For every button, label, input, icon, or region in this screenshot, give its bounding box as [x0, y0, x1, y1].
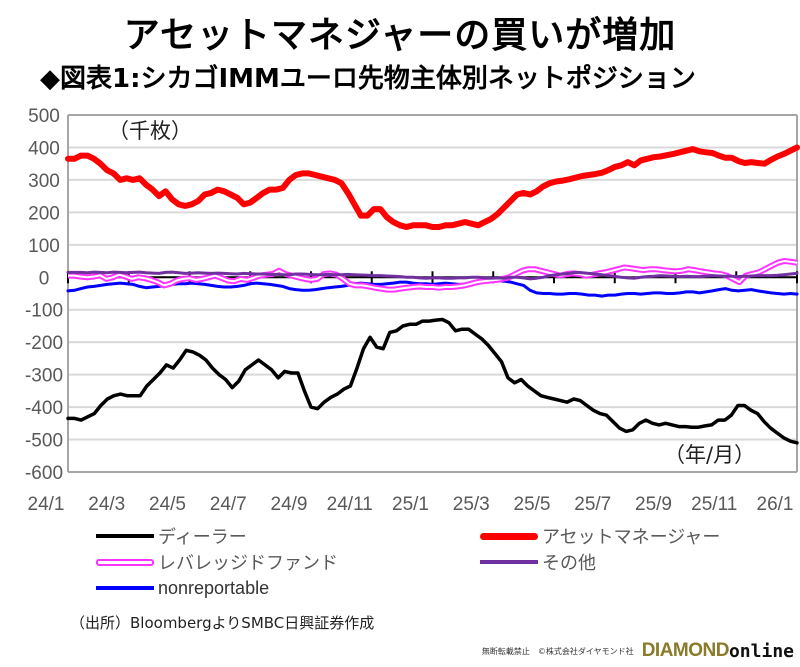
legend-label: nonreportable: [158, 577, 270, 598]
legend-swatch: [96, 534, 154, 538]
x-tick-label: 24/11: [327, 494, 373, 515]
y-unit-label: （千枚）: [108, 119, 192, 143]
page-title: アセットマネジャーの買いが増加: [123, 15, 677, 56]
legend-label: レバレッジドファンド: [158, 553, 338, 574]
x-tick-label: 25/5: [514, 494, 551, 515]
y-tick-label: -500: [25, 431, 63, 452]
x-tick-label: 25/1: [392, 494, 429, 515]
series-line-other: [66, 270, 799, 281]
x-tick-label: 24/1: [28, 494, 65, 515]
brand-logo-online[interactable]: online: [728, 640, 794, 662]
line-chart: 500 400 300 200 100 0 -100 -200 -300 -400 -500 -600…: [25, 106, 800, 515]
y-tick-label: -100: [25, 301, 63, 322]
source-note: （出所）BloombergよりSMBC日興証券作成: [70, 614, 375, 632]
series-line-leveraged-fund-inner: [68, 260, 798, 291]
legend-swatch: [480, 532, 538, 540]
legend: ディーラー アセットマネージャー レバレッジドファンド その他 nonrepor…: [96, 524, 796, 604]
series-line-asset-manager: [65, 144, 800, 230]
x-tick-label: 25/7: [574, 494, 611, 515]
chart-subtitle: ◆図表1:シカゴIMMユーロ先物主体別ネットポジション: [40, 64, 696, 94]
y-tick-label: 0: [39, 268, 50, 289]
x-tick-label: 24/3: [88, 494, 125, 515]
footer: 無断転載禁止 ©株式会社ダイヤモンド社 DIAMOND online: [482, 640, 794, 662]
y-tick-label: 200: [28, 203, 60, 224]
brand-logo-diamond[interactable]: DIAMOND: [641, 640, 730, 661]
legend-swatch: [480, 560, 538, 564]
x-unit-label: （年/月）: [664, 443, 755, 467]
series-line-dealer: [66, 317, 799, 445]
legend-item-asset-manager: アセットマネージャー: [480, 524, 720, 548]
y-tick-label: 300: [28, 171, 60, 192]
y-tick-label: -300: [25, 366, 63, 387]
y-tick-label: -200: [25, 333, 63, 354]
legend-label: ディーラー: [158, 527, 247, 548]
y-tick-label: 400: [28, 138, 60, 159]
legend-label: その他: [542, 553, 596, 574]
legend-item-other: その他: [480, 550, 596, 574]
series-lines: [65, 144, 800, 445]
x-tick-label: 24/5: [149, 494, 186, 515]
y-tick-label: 100: [28, 236, 60, 257]
x-axis-ticks: 24/1 24/3 24/5 24/7 24/9 24/11 25/1 25/3 25/5 25/…: [28, 271, 798, 515]
x-tick-label: 24/7: [210, 494, 247, 515]
legend-label: アセットマネージャー: [542, 527, 721, 548]
legend-item-leveraged-fund: レバレッジドファンド: [96, 550, 338, 574]
y-tick-label: -400: [25, 398, 63, 419]
legend-swatch: [96, 586, 154, 590]
legend-item-dealer: ディーラー: [96, 524, 247, 548]
copyright-notice: 無断転載禁止 ©株式会社ダイヤモンド社: [481, 646, 634, 656]
gridlines: [67, 114, 798, 473]
legend-item-nonreportable: nonreportable: [96, 576, 269, 600]
y-tick-label: -600: [25, 463, 63, 484]
x-tick-label: 24/9: [271, 494, 308, 515]
y-tick-label: 500: [28, 106, 60, 127]
y-axis-ticks: 500 400 300 200 100 0 -100 -200 -300 -400 -500 -600: [25, 106, 63, 484]
x-tick-label: 26/1: [757, 494, 794, 515]
x-tick-label: 25/3: [453, 494, 490, 515]
x-tick-label: 25/9: [635, 494, 672, 515]
legend-swatch: [96, 558, 154, 566]
x-tick-label: 25/11: [691, 494, 737, 515]
